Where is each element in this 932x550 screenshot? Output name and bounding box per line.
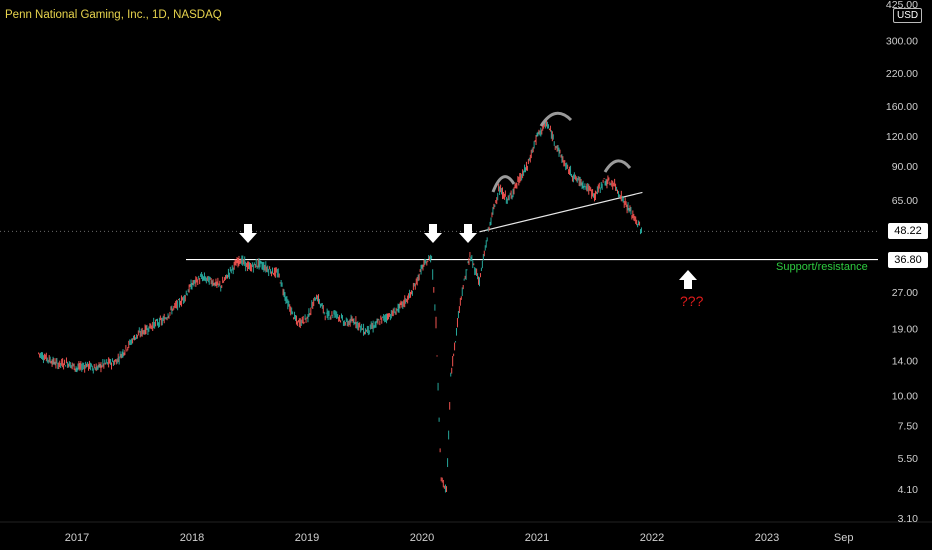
y-tick-label: 220.00: [886, 68, 918, 80]
x-tick-label: Sep: [834, 532, 854, 544]
y-tick-label: 7.50: [898, 421, 919, 433]
y-tick-label: 425.00: [886, 0, 918, 11]
left-shoulder-arc: [491, 175, 516, 193]
y-tick-label: 10.00: [892, 391, 918, 403]
up-arrow-icon: [679, 270, 697, 289]
down-arrow-icon: [424, 224, 442, 243]
down-arrow-icon: [239, 224, 257, 243]
y-tick-label: 3.10: [898, 513, 919, 525]
x-tick-label: 2020: [410, 532, 434, 544]
y-tick-label: 14.00: [892, 356, 918, 368]
y-tick-label: 160.00: [886, 101, 918, 113]
x-tick-label: 2021: [525, 532, 549, 544]
support-price-tag: 36.80: [888, 252, 928, 268]
y-tick-label: 19.00: [892, 324, 918, 336]
x-tick-label: 2023: [755, 532, 779, 544]
y-tick-label: 120.00: [886, 131, 918, 143]
y-tick-label: 5.50: [898, 453, 919, 465]
neckline-trendline: [479, 191, 643, 233]
y-tick-label: 27.00: [892, 287, 918, 299]
x-tick-label: 2022: [640, 532, 664, 544]
price-series: [38, 119, 642, 493]
head-arc: [539, 111, 573, 127]
x-tick-label: 2019: [295, 532, 319, 544]
down-arrow-icon: [459, 224, 477, 243]
y-tick-label: 4.10: [898, 484, 919, 496]
right-shoulder-arc: [603, 159, 632, 173]
y-tick-label: 65.00: [892, 195, 918, 207]
x-tick-label: 2017: [65, 532, 89, 544]
y-tick-label: 300.00: [886, 35, 918, 47]
chart-annotations: [239, 111, 697, 289]
support-resistance-label: Support/resistance: [776, 261, 868, 273]
question-marks: ???: [680, 293, 704, 309]
chart-title: Penn National Gaming, Inc., 1D, NASDAQ: [5, 9, 222, 21]
last-price-tag: 48.22: [888, 223, 928, 239]
currency-badge: USD: [893, 8, 923, 23]
x-tick-label: 2018: [180, 532, 204, 544]
y-tick-label: 90.00: [892, 161, 918, 173]
